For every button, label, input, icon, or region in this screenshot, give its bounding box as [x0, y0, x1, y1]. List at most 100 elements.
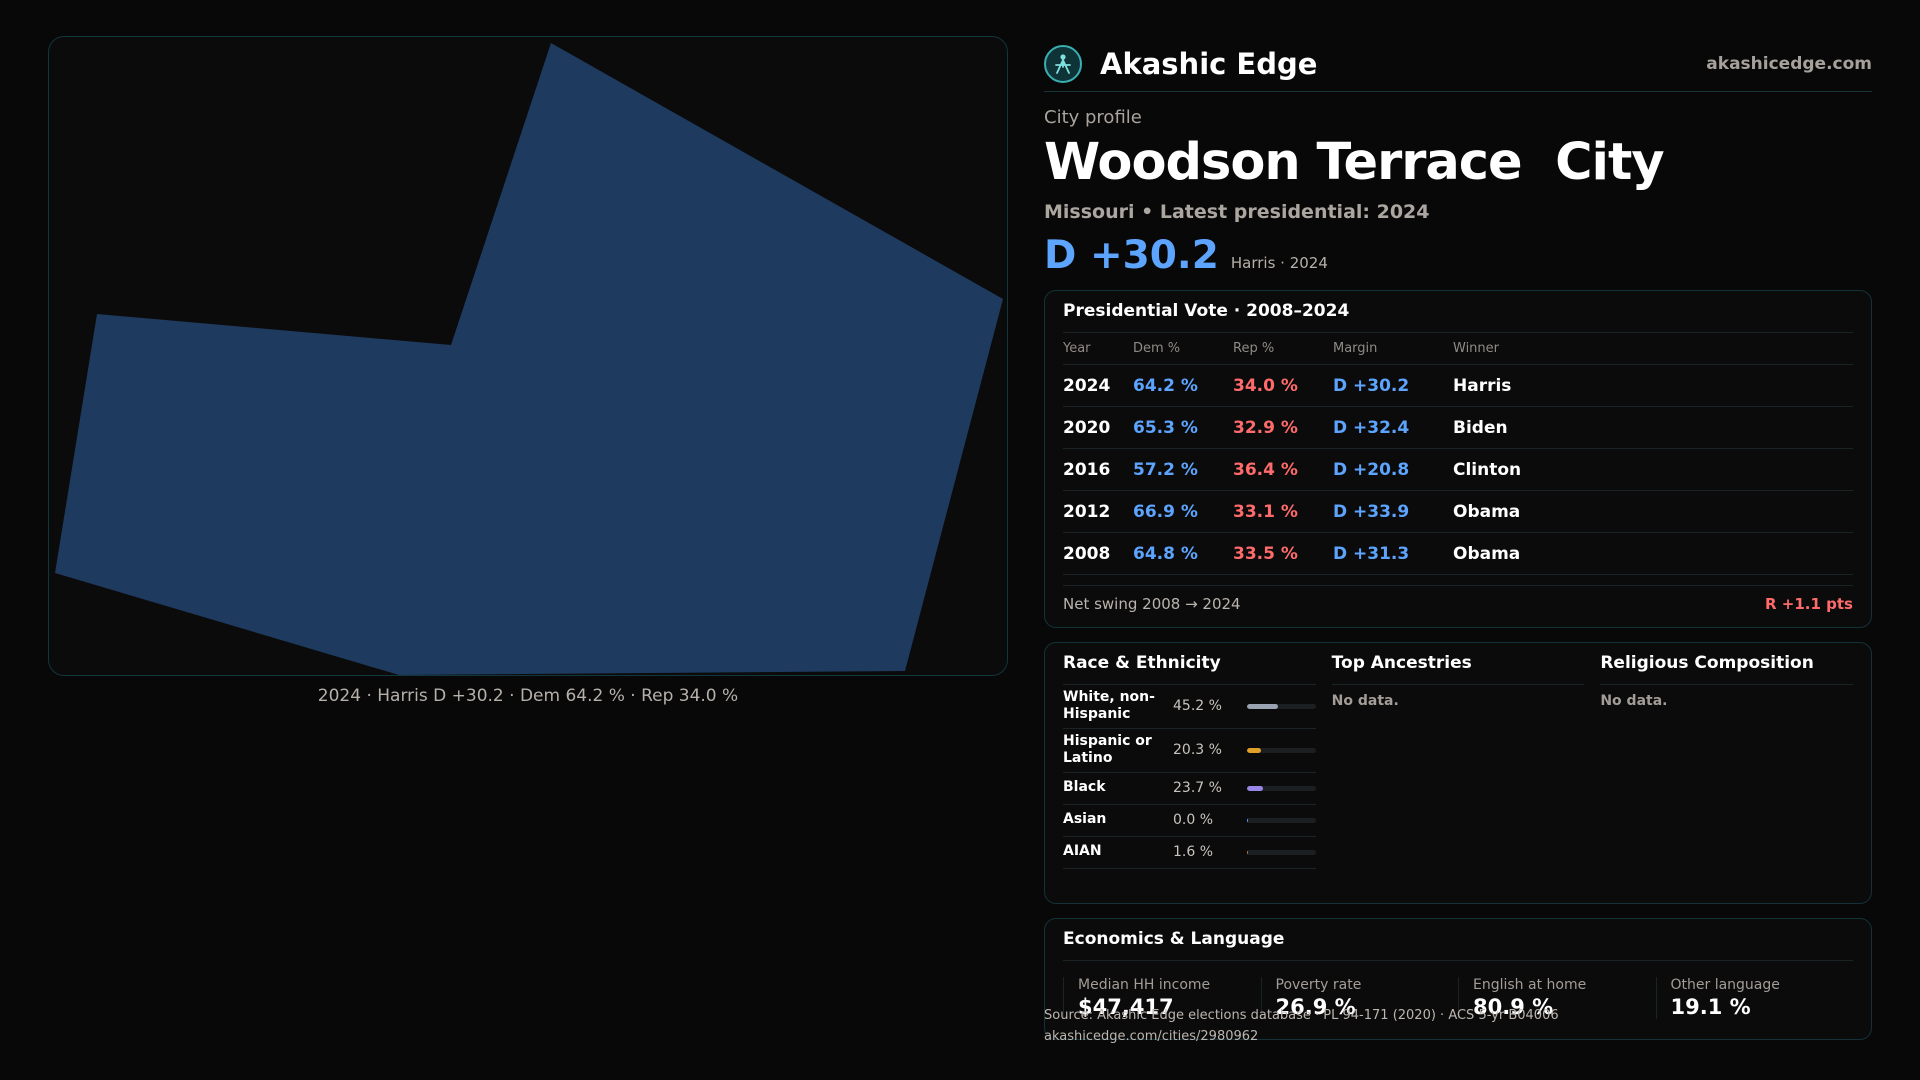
table-row: 2020 65.3 % 32.9 % D +32.4 Biden: [1063, 406, 1853, 450]
race-row: Black 23.7 %: [1063, 773, 1316, 805]
row-margin: D +32.4: [1333, 406, 1453, 450]
econ-stat-value: $47,417: [1078, 994, 1174, 1019]
economics-title: Economics & Language: [1063, 919, 1853, 961]
brand-name[interactable]: Akashic Edge: [1100, 46, 1318, 81]
table-row: 2012 66.9 % 33.1 % D +33.9 Obama: [1063, 490, 1853, 534]
race-pct: 45.2 %: [1173, 698, 1222, 715]
race-label: AIAN: [1063, 843, 1102, 860]
econ-stat-value: 80.9 %: [1473, 994, 1554, 1019]
row-rep-pct: 36.4 %: [1233, 448, 1333, 492]
row-year: 2012: [1063, 490, 1133, 534]
race-pct: 23.7 %: [1173, 780, 1222, 797]
col-rep: Rep %: [1233, 332, 1333, 366]
row-rep-pct: 32.9 %: [1233, 406, 1333, 450]
row-winner: Obama: [1453, 532, 1853, 576]
col-margin: Margin: [1333, 332, 1453, 366]
row-dem-pct: 66.9 %: [1133, 490, 1233, 534]
page-url[interactable]: akashicedge.com/cities/2980962: [1044, 1028, 1259, 1044]
city-boundary-shape[interactable]: [55, 43, 1003, 675]
page-footer: Source: Akashic Edge elections database …: [1044, 1006, 1559, 1048]
race-bar-fill: [1247, 785, 1264, 791]
race-label: White, non-Hispanic: [1063, 688, 1155, 723]
econ-stat-label: English at home: [1473, 976, 1587, 993]
row-margin: D +31.3: [1333, 532, 1453, 576]
site-header: Akashic Edge akashicedge.com: [1044, 36, 1872, 92]
city-map[interactable]: [48, 36, 1008, 676]
race-row: Asian 0.0 %: [1063, 805, 1316, 837]
map-caption: 2024 · Harris D +30.2 · Dem 64.2 % · Rep…: [317, 686, 739, 706]
econ-stat: Other language 19.1 %: [1655, 976, 1854, 1019]
econ-stat-label: Other language: [1670, 976, 1780, 993]
row-rep-pct: 33.1 %: [1233, 490, 1333, 534]
row-winner: Clinton: [1453, 448, 1853, 492]
econ-stat: Poverty rate 26.9 %: [1260, 976, 1459, 1019]
race-pct: 1.6 %: [1173, 844, 1214, 861]
race-ethnicity-title: Race & Ethnicity: [1063, 643, 1316, 685]
site-domain-link[interactable]: akashicedge.com: [1706, 53, 1872, 74]
row-dem-pct: 57.2 %: [1133, 448, 1233, 492]
city-boundary-map: [55, 43, 1003, 675]
race-bar-track: [1247, 747, 1316, 753]
page-subtitle: Missouri • Latest presidential: 2024: [1044, 200, 1430, 223]
net-swing-value: R +1.1 pts: [1765, 594, 1853, 613]
row-year: 2016: [1063, 448, 1133, 492]
race-label: Asian: [1063, 811, 1107, 828]
race-bar-track: [1247, 703, 1316, 709]
demographics-card: Race & Ethnicity White, non-Hispanic 45.…: [1044, 641, 1872, 904]
table-row: 2024 64.2 % 34.0 % D +30.2 Harris: [1063, 364, 1853, 408]
race-pct: 20.3 %: [1173, 742, 1222, 759]
race-bar-track: [1247, 849, 1316, 855]
compass-person-icon[interactable]: [1044, 44, 1082, 83]
row-dem-pct: 64.8 %: [1133, 532, 1233, 576]
race-row: AIAN 1.6 %: [1063, 837, 1316, 869]
latest-margin-note: Harris · 2024: [1230, 253, 1328, 272]
ancestries-title: Top Ancestries: [1331, 643, 1585, 685]
row-year: 2008: [1063, 532, 1133, 576]
econ-stat: Median HH income $47,417: [1063, 976, 1261, 1019]
econ-stat: English at home 80.9 %: [1458, 976, 1656, 1019]
page-kicker: City profile: [1044, 107, 1142, 128]
religion-title: Religious Composition: [1600, 643, 1854, 685]
religion-section: Religious Composition No data.: [1600, 643, 1854, 903]
net-swing-label: Net swing 2008 → 2024: [1063, 594, 1241, 613]
race-pct: 0.0 %: [1173, 812, 1214, 829]
latest-margin: D +30.2 Harris · 2024: [1044, 233, 1872, 278]
race-bar-fill: [1247, 703, 1279, 709]
econ-stat-value: 19.1 %: [1670, 994, 1751, 1019]
presidential-vote-title: Presidential Vote · 2008–2024: [1063, 291, 1853, 333]
col-winner: Winner: [1453, 332, 1853, 366]
table-row: 2016 57.2 % 36.4 % D +20.8 Clinton: [1063, 448, 1853, 492]
presidential-vote-table: Year Dem % Rep % Margin Winner 2024 64.2…: [1063, 332, 1853, 576]
page-title: Woodson Terrace City: [1044, 133, 1665, 192]
race-label: Black: [1063, 779, 1106, 796]
race-bar-track: [1247, 785, 1316, 791]
row-dem-pct: 65.3 %: [1133, 406, 1233, 450]
race-ethnicity-section: Race & Ethnicity White, non-Hispanic 45.…: [1063, 643, 1316, 903]
table-row: 2008 64.8 % 33.5 % D +31.3 Obama: [1063, 532, 1853, 576]
race-bar-fill: [1247, 747, 1261, 753]
row-margin: D +33.9: [1333, 490, 1453, 534]
table-header-row: Year Dem % Rep % Margin Winner: [1063, 332, 1853, 366]
row-year: 2024: [1063, 364, 1133, 408]
row-margin: D +20.8: [1333, 448, 1453, 492]
econ-stat-label: Median HH income: [1078, 976, 1211, 993]
economics-card: Economics & Language Median HH income $4…: [1044, 917, 1872, 1040]
row-winner: Harris: [1453, 364, 1853, 408]
row-winner: Obama: [1453, 490, 1853, 534]
race-bar-track: [1247, 817, 1316, 823]
econ-stat-label: Poverty rate: [1275, 976, 1362, 993]
net-swing-row: Net swing 2008 → 2024 R +1.1 pts: [1063, 585, 1853, 621]
col-year: Year: [1063, 332, 1133, 366]
row-margin: D +30.2: [1333, 364, 1453, 408]
race-row: Hispanic or Latino 20.3 %: [1063, 729, 1316, 773]
race-row: White, non-Hispanic 45.2 %: [1063, 685, 1316, 729]
ancestries-empty: No data.: [1331, 692, 1399, 709]
religion-empty: No data.: [1600, 692, 1668, 709]
row-rep-pct: 34.0 %: [1233, 364, 1333, 408]
ancestries-section: Top Ancestries No data.: [1331, 643, 1585, 903]
row-winner: Biden: [1453, 406, 1853, 450]
city-profile-panel: Akashic Edge akashicedge.com City profil…: [1044, 36, 1872, 1040]
econ-stat-value: 26.9 %: [1275, 994, 1356, 1019]
source-note: Source: Akashic Edge elections database …: [1044, 1008, 1559, 1023]
latest-margin-value: D +30.2: [1044, 232, 1219, 278]
